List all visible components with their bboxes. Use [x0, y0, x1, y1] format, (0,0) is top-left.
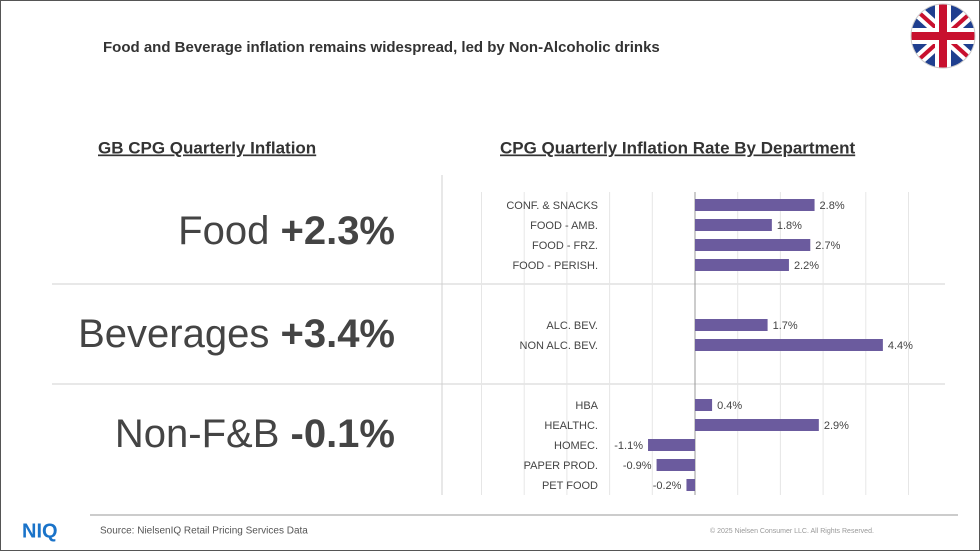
value-label: 4.4% — [888, 340, 913, 352]
kpi: Non-F&B -0.1% — [115, 412, 395, 456]
value-label: 2.2% — [794, 260, 819, 272]
category-label: PET FOOD — [542, 480, 598, 492]
kpi-value: -0.1% — [291, 412, 396, 456]
kpi-label: Non-F&B — [115, 412, 280, 456]
kpi-group: Food +2.3% Beverages +3.4% Non-F&B -0.1% — [78, 209, 395, 456]
bar — [695, 259, 789, 271]
value-label: 0.4% — [717, 400, 742, 412]
category-label: FOOD - AMB. — [530, 220, 598, 232]
bar — [695, 199, 815, 211]
value-label: -0.2% — [653, 480, 682, 492]
category-label: FOOD - PERISH. — [512, 260, 598, 272]
copyright: © 2025 Nielsen Consumer LLC. All Rights … — [710, 527, 874, 535]
chart-title: CPG Quarterly Inflation Rate By Departme… — [500, 138, 856, 157]
kpi: Food +2.3% — [178, 209, 395, 253]
bar — [695, 339, 883, 351]
kpi-label: Food — [178, 209, 269, 253]
category-label: HOMEC. — [554, 440, 598, 452]
category-label: ALC. BEV. — [546, 320, 598, 332]
kpi-value: +3.4% — [280, 312, 395, 356]
bar — [695, 399, 713, 411]
bar — [695, 219, 772, 231]
source: Source: NielsenIQ Retail Pricing Service… — [100, 526, 308, 537]
value-label: 2.9% — [824, 420, 849, 432]
kpi: Beverages +3.4% — [78, 312, 395, 356]
category-label: FOOD - FRZ. — [532, 240, 598, 252]
category-label: PAPER PROD. — [524, 460, 598, 472]
value-label: -1.1% — [614, 440, 643, 452]
kpi-label: Beverages — [78, 312, 269, 356]
kpi-title: GB CPG Quarterly Inflation — [98, 138, 316, 157]
value-label: 1.8% — [777, 220, 802, 232]
kpi-space — [279, 412, 290, 456]
bar — [656, 459, 695, 471]
value-label: 2.8% — [820, 200, 845, 212]
bar — [686, 479, 695, 491]
kpi-space — [269, 209, 280, 253]
plot: CONF. & SNACKS 2.8% FOOD - AMB. 1.8% FOOD - … — [481, 192, 913, 495]
flag-ring — [910, 3, 976, 69]
bar — [695, 419, 819, 431]
bar — [695, 239, 811, 251]
category-label: NON ALC. BEV. — [520, 340, 598, 352]
value-label: 1.7% — [773, 320, 798, 332]
logo: NIQ — [22, 520, 58, 542]
category-label: HBA — [575, 400, 598, 412]
bar — [695, 319, 768, 331]
bar — [648, 439, 695, 451]
category-label: HEALTHC. — [544, 420, 598, 432]
category-label: CONF. & SNACKS — [506, 200, 598, 212]
slide-title: Food and Beverage inflation remains wide… — [103, 39, 660, 56]
kpi-value: +2.3% — [280, 209, 395, 253]
value-label: 2.7% — [815, 240, 840, 252]
value-label: -0.9% — [623, 460, 652, 472]
kpi-space — [269, 312, 280, 356]
